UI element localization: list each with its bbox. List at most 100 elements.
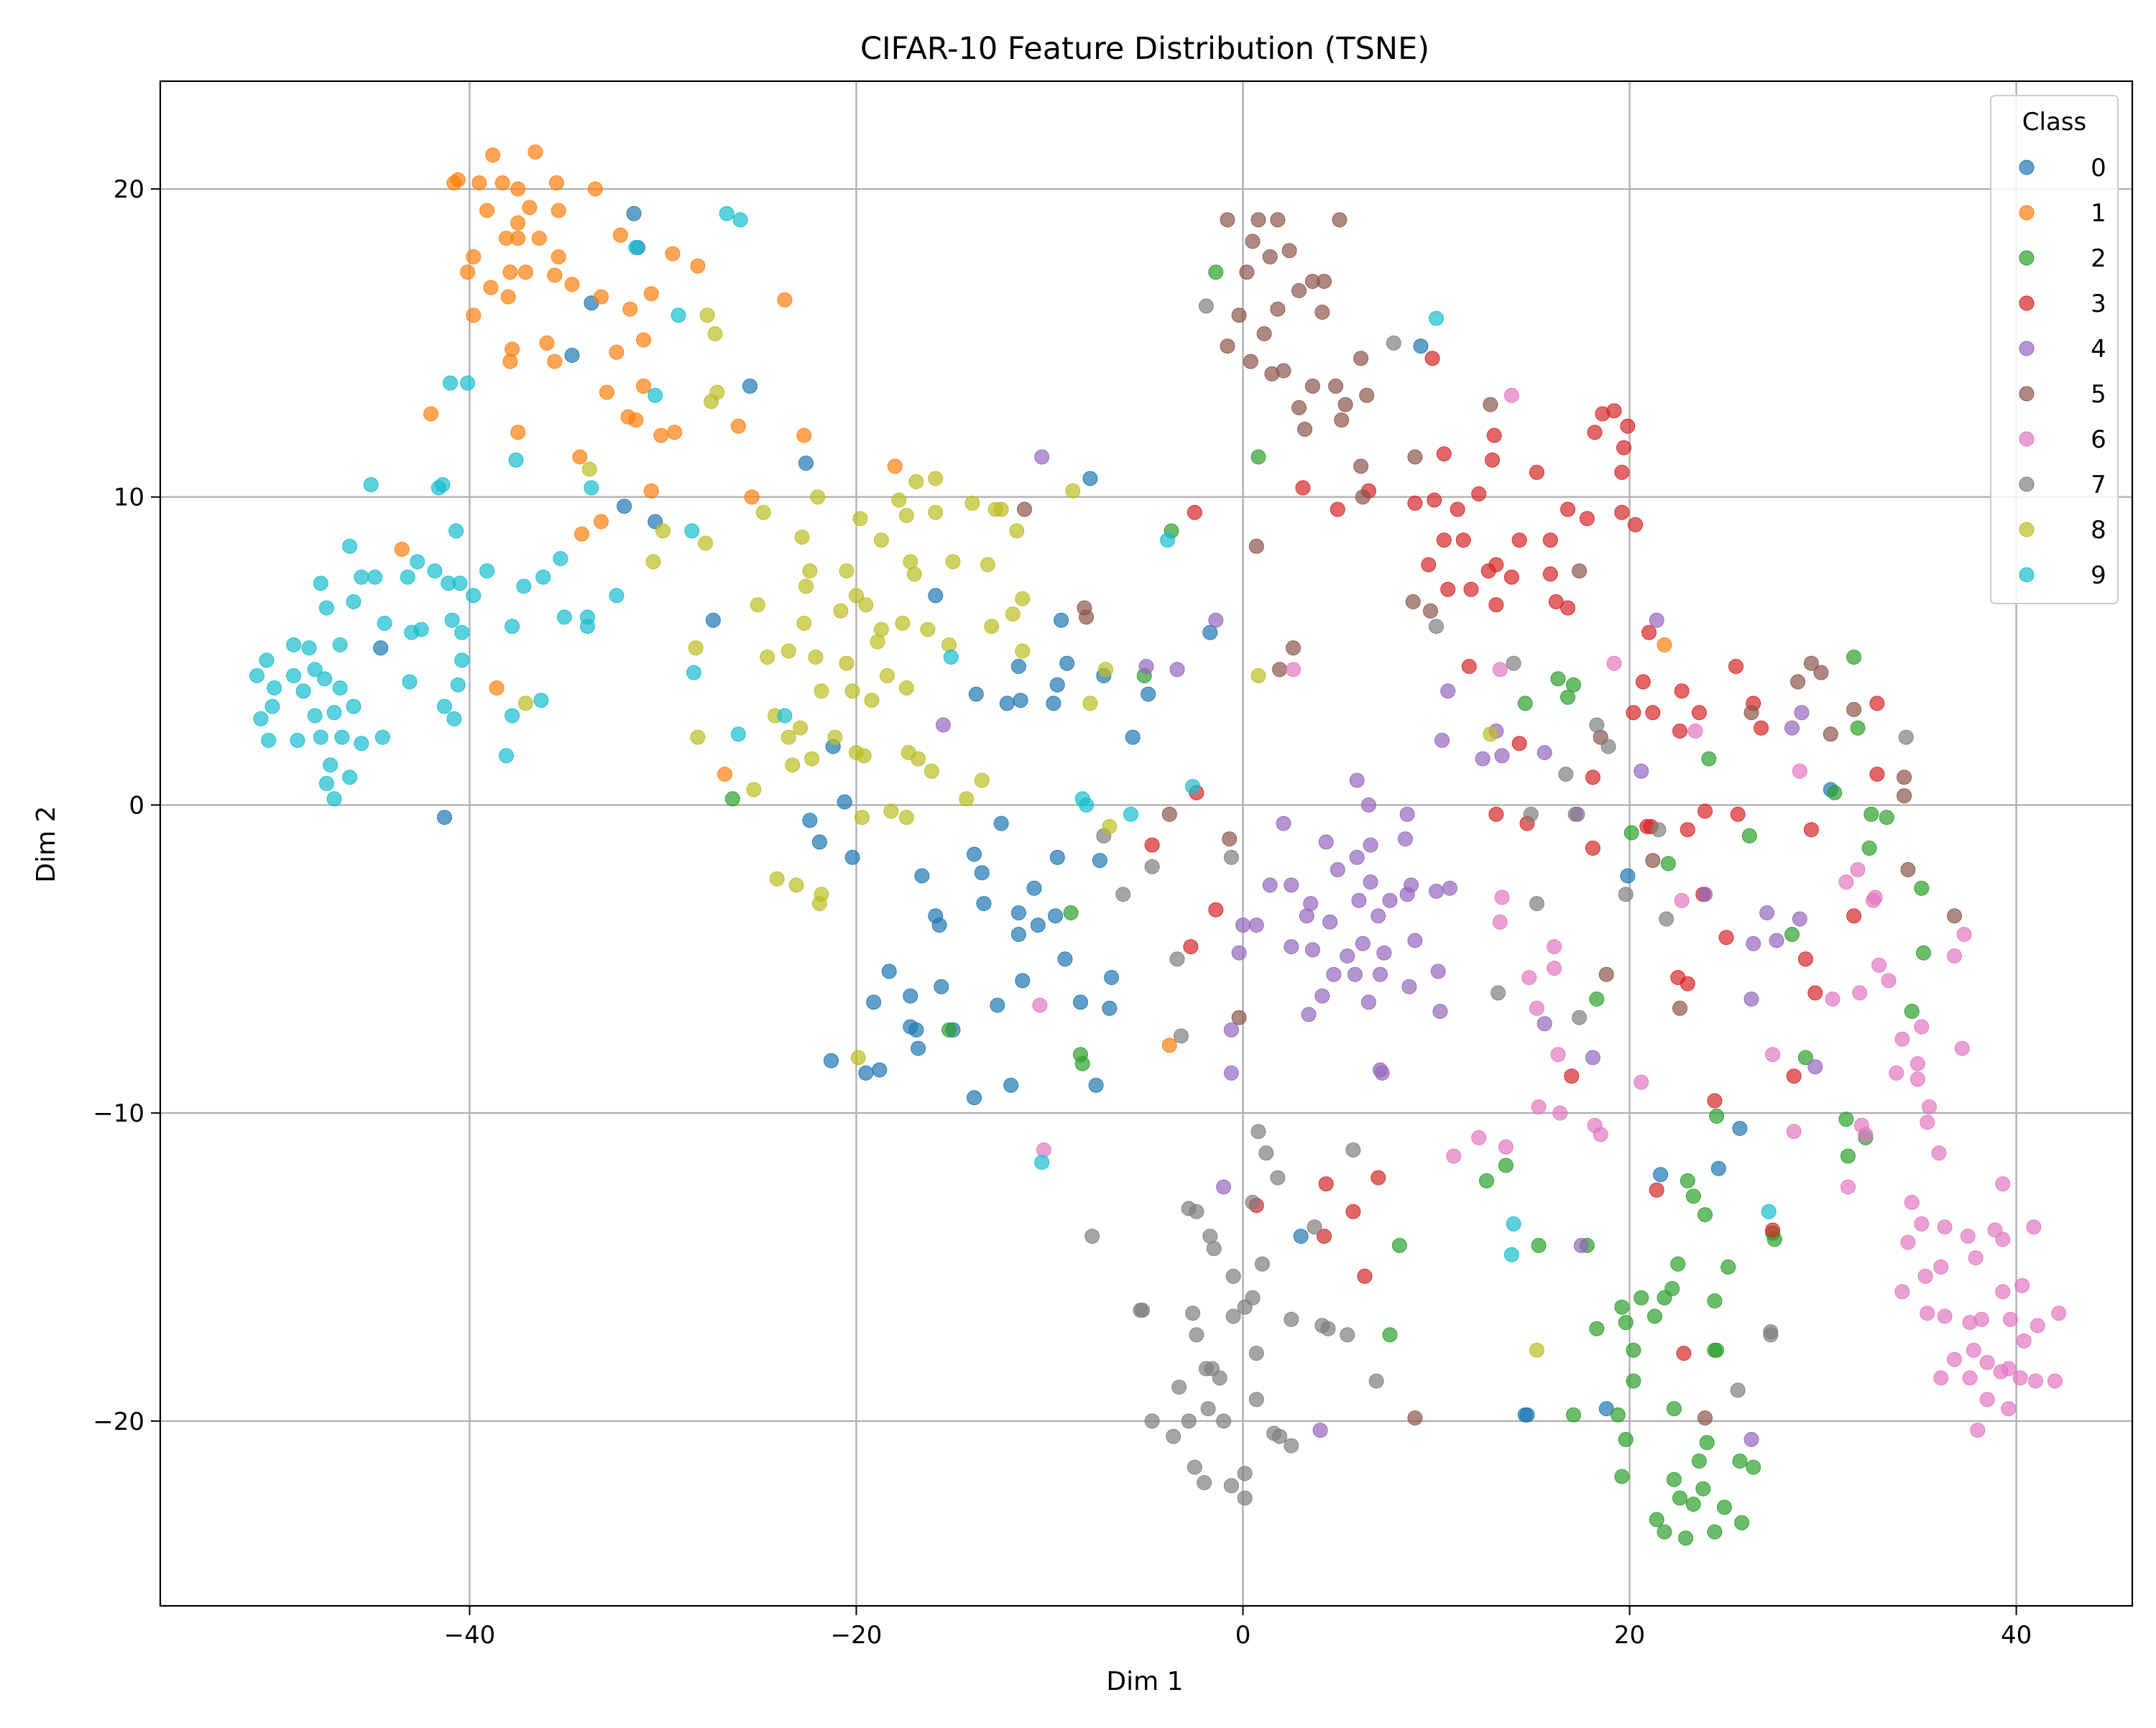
x-tick-label: −20 bbox=[831, 1621, 883, 1650]
class-7-point bbox=[1169, 951, 1185, 967]
class-1-point bbox=[612, 227, 628, 243]
class-2-point bbox=[1864, 806, 1879, 822]
class-4-point bbox=[1792, 911, 1807, 927]
class-9-point bbox=[732, 212, 748, 228]
class-3-point bbox=[1585, 840, 1600, 856]
class-5-point bbox=[1272, 662, 1288, 678]
class-6-point bbox=[1947, 948, 1962, 964]
class-4-point bbox=[1340, 948, 1355, 964]
class-4-point bbox=[1634, 763, 1649, 779]
class-0-point bbox=[705, 612, 721, 628]
legend-label-2: 2 bbox=[2091, 244, 2106, 273]
class-0-point bbox=[844, 849, 860, 865]
class-3-point bbox=[1461, 659, 1477, 674]
class-9-point bbox=[1761, 1203, 1777, 1219]
class-8-point bbox=[844, 683, 860, 699]
class-6-point bbox=[1032, 997, 1048, 1013]
class-8-point bbox=[1250, 667, 1266, 683]
class-9-point bbox=[444, 612, 460, 628]
class-9-point bbox=[943, 650, 959, 665]
class-5-point bbox=[1079, 609, 1095, 625]
class-0-point bbox=[903, 988, 918, 1004]
class-8-point bbox=[974, 772, 990, 788]
class-9-point bbox=[326, 791, 342, 807]
class-2-point bbox=[1634, 1290, 1649, 1306]
class-6-point bbox=[1850, 861, 1866, 877]
class-0-point bbox=[1073, 994, 1088, 1010]
class-3-point bbox=[1421, 557, 1437, 573]
class-8-point bbox=[964, 495, 980, 511]
legend-marker-7 bbox=[2019, 476, 2035, 492]
class-6-point bbox=[1993, 1364, 2009, 1380]
legend-marker-9 bbox=[2019, 567, 2035, 583]
class-6-point bbox=[1979, 1392, 1995, 1408]
legend-marker-6 bbox=[2019, 431, 2035, 447]
y-axis-label: Dim 2 bbox=[32, 805, 61, 882]
class-6-point bbox=[1889, 1065, 1904, 1081]
class-4-point bbox=[1301, 1007, 1317, 1022]
y-tick-label: −10 bbox=[93, 1099, 144, 1128]
class-8-point bbox=[945, 554, 961, 570]
class-6-point bbox=[2028, 1373, 2043, 1389]
class-2-point bbox=[1691, 1454, 1707, 1469]
class-4-point bbox=[1355, 935, 1370, 951]
class-9-point bbox=[628, 240, 644, 255]
class-2-point bbox=[1716, 1500, 1732, 1515]
class-3-point bbox=[1345, 1203, 1361, 1219]
class-0-point bbox=[1049, 677, 1065, 693]
class-9-point bbox=[466, 588, 482, 604]
class-4-point bbox=[1537, 745, 1552, 760]
class-0-point bbox=[1015, 973, 1031, 989]
class-9-point bbox=[374, 729, 390, 745]
class-4-point bbox=[1284, 939, 1299, 955]
class-3-point bbox=[1786, 1068, 1802, 1084]
class-8-point bbox=[1015, 591, 1031, 606]
class-7-point bbox=[1320, 1321, 1336, 1336]
class-7-point bbox=[1216, 1413, 1232, 1429]
class-8-point bbox=[704, 394, 719, 410]
class-2-point bbox=[1685, 1497, 1701, 1512]
class-4-point bbox=[1649, 612, 1664, 628]
class-2-point bbox=[1614, 1299, 1630, 1315]
class-9-point bbox=[479, 563, 495, 579]
legend-marker-5 bbox=[2019, 386, 2035, 402]
legend-title: Class bbox=[2022, 108, 2086, 137]
class-8-point bbox=[898, 680, 914, 696]
class-9-point bbox=[377, 616, 392, 631]
class-6-point bbox=[1521, 970, 1537, 985]
class-9-point bbox=[286, 667, 302, 683]
class-7-point bbox=[1368, 1373, 1384, 1389]
class-2-point bbox=[1784, 927, 1800, 942]
class-6-point bbox=[1920, 1306, 1935, 1321]
class-4-point bbox=[1430, 964, 1446, 979]
class-9-point bbox=[1034, 1155, 1050, 1170]
class-2-point bbox=[1670, 1256, 1686, 1272]
class-7-point bbox=[1284, 1311, 1299, 1327]
class-9-point bbox=[719, 205, 734, 221]
class-9-point bbox=[686, 665, 701, 680]
class-3-point bbox=[1606, 403, 1622, 419]
class-6-point bbox=[1492, 914, 1508, 930]
class-1-point bbox=[500, 289, 516, 305]
class-6-point bbox=[1962, 1370, 1978, 1386]
class-3-point bbox=[1728, 659, 1743, 674]
class-8-point bbox=[1082, 696, 1098, 711]
class-5-point bbox=[1220, 338, 1235, 354]
class-9-point bbox=[249, 667, 264, 683]
class-4-point bbox=[1370, 908, 1386, 924]
class-1-point bbox=[564, 277, 580, 292]
class-8-point bbox=[785, 757, 801, 773]
class-5-point bbox=[1483, 397, 1498, 412]
class-7-point bbox=[1206, 1241, 1222, 1257]
class-9-point bbox=[323, 757, 338, 773]
class-9-point bbox=[259, 652, 275, 668]
class-5-point bbox=[1231, 1009, 1247, 1025]
class-4-point bbox=[1363, 874, 1378, 890]
class-7-point bbox=[1898, 729, 1914, 745]
class-7-point bbox=[1144, 859, 1160, 874]
class-1-point bbox=[394, 542, 410, 558]
class-9-point bbox=[435, 477, 451, 493]
class-5-point bbox=[1304, 378, 1320, 394]
class-5-point bbox=[1270, 301, 1286, 317]
class-2-point bbox=[1618, 1315, 1634, 1331]
